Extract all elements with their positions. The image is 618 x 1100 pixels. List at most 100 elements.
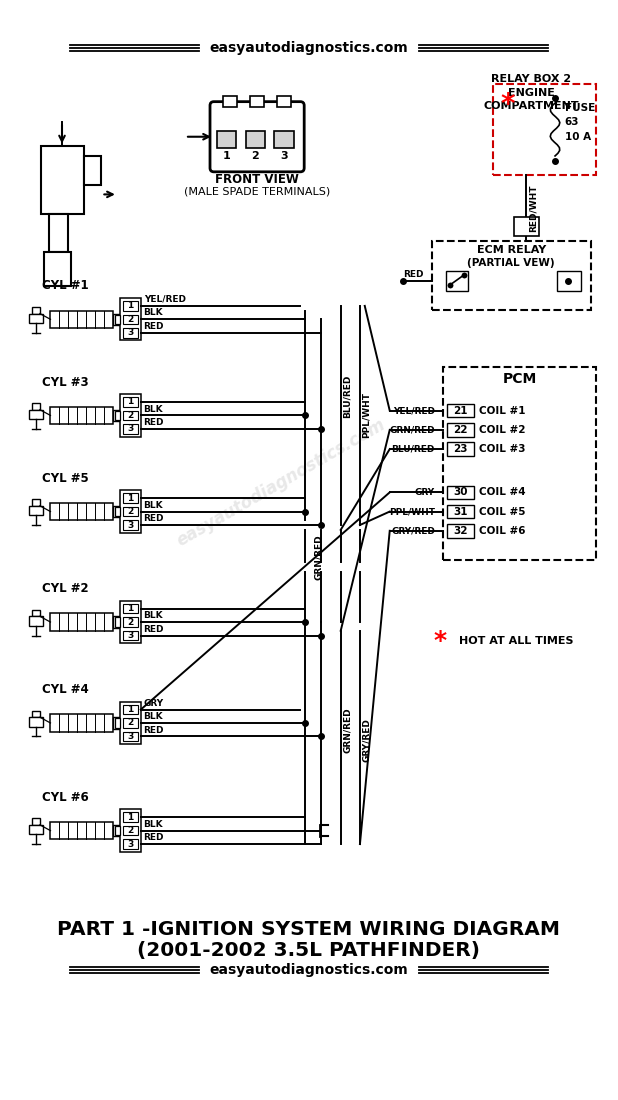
Text: RED: RED: [143, 514, 163, 524]
Bar: [29, 314, 43, 323]
Text: 32: 32: [454, 526, 468, 536]
Text: 3: 3: [127, 839, 133, 848]
Text: 3: 3: [280, 151, 288, 161]
Bar: [447, 424, 474, 437]
Bar: [274, 131, 294, 149]
Text: BLK: BLK: [143, 820, 163, 828]
Text: GRN/RED: GRN/RED: [315, 535, 323, 580]
Text: 2: 2: [127, 411, 133, 420]
Text: GRN/RED: GRN/RED: [342, 708, 352, 754]
Bar: [442, 367, 596, 560]
Text: 22: 22: [454, 425, 468, 435]
Text: COIL #5: COIL #5: [479, 507, 526, 517]
Bar: [32, 609, 40, 616]
Text: easyautodiagnostics.com: easyautodiagnostics.com: [174, 416, 389, 550]
Text: RED: RED: [143, 322, 163, 331]
Bar: [51, 714, 113, 732]
Bar: [245, 131, 265, 149]
Bar: [122, 507, 138, 516]
Text: 3: 3: [127, 425, 133, 433]
Text: ECM RELAY: ECM RELAY: [476, 245, 546, 255]
Text: COMPARTMENT: COMPARTMENT: [483, 101, 579, 111]
Bar: [113, 717, 120, 729]
Text: 1: 1: [222, 151, 231, 161]
Bar: [120, 298, 141, 341]
Bar: [122, 813, 138, 822]
Bar: [122, 315, 138, 324]
Bar: [29, 506, 43, 516]
Text: RED/WHT: RED/WHT: [529, 184, 538, 232]
Text: COIL #2: COIL #2: [479, 425, 526, 435]
Bar: [120, 394, 141, 437]
Bar: [32, 403, 40, 409]
Text: 3: 3: [127, 328, 133, 338]
Text: BLK: BLK: [143, 712, 163, 722]
Text: 31: 31: [454, 507, 468, 517]
Text: (PARTIAL VEW): (PARTIAL VEW): [467, 257, 555, 267]
Text: PPL/WHT: PPL/WHT: [362, 393, 371, 439]
Bar: [120, 491, 141, 532]
Text: YEL/RED: YEL/RED: [144, 295, 185, 304]
Bar: [29, 717, 43, 727]
Text: 1: 1: [127, 813, 133, 822]
Bar: [32, 499, 40, 506]
Bar: [51, 310, 113, 328]
Text: RED: RED: [143, 726, 163, 735]
Bar: [32, 818, 40, 825]
Bar: [115, 315, 120, 324]
Bar: [84, 156, 101, 185]
Bar: [29, 409, 43, 419]
Text: (2001-2002 3.5L PATHFINDER): (2001-2002 3.5L PATHFINDER): [137, 942, 481, 960]
Text: YEL/RED: YEL/RED: [393, 406, 435, 415]
Text: CYL #3: CYL #3: [41, 375, 88, 388]
Text: 30: 30: [454, 487, 468, 497]
Bar: [115, 826, 120, 835]
Text: CYL #5: CYL #5: [41, 472, 88, 485]
Text: HOT AT ALL TIMES: HOT AT ALL TIMES: [459, 636, 574, 647]
Text: GRN/RED: GRN/RED: [389, 426, 435, 434]
Bar: [557, 272, 581, 290]
Text: 1: 1: [127, 494, 133, 503]
Bar: [432, 241, 591, 310]
Text: BLK: BLK: [143, 405, 163, 414]
Text: (MALE SPADE TERMINALS): (MALE SPADE TERMINALS): [184, 187, 330, 197]
Text: 1: 1: [127, 604, 133, 613]
Text: COIL #1: COIL #1: [479, 406, 526, 416]
Bar: [115, 410, 120, 420]
Bar: [122, 425, 138, 433]
Bar: [514, 217, 539, 235]
Bar: [447, 404, 474, 417]
Text: easyautodiagnostics.com: easyautodiagnostics.com: [210, 962, 408, 977]
Bar: [113, 825, 120, 836]
Bar: [41, 146, 84, 213]
Bar: [122, 493, 138, 503]
Text: 2: 2: [127, 718, 133, 727]
Bar: [51, 407, 113, 425]
Text: CYL #2: CYL #2: [41, 582, 88, 595]
Bar: [217, 131, 236, 149]
Bar: [122, 604, 138, 614]
Text: FUSE: FUSE: [565, 103, 595, 113]
Bar: [120, 810, 141, 851]
Text: 23: 23: [454, 444, 468, 454]
Text: RED: RED: [143, 833, 163, 843]
Text: PART 1 -IGNITION SYSTEM WIRING DIAGRAM: PART 1 -IGNITION SYSTEM WIRING DIAGRAM: [57, 920, 561, 939]
Bar: [447, 442, 474, 455]
Text: 1: 1: [127, 397, 133, 407]
Text: BLU/RED: BLU/RED: [342, 374, 352, 418]
Text: 2: 2: [127, 617, 133, 627]
Bar: [115, 507, 120, 516]
Bar: [277, 96, 290, 108]
Text: 63: 63: [565, 118, 579, 128]
Text: PCM: PCM: [502, 372, 536, 386]
Text: GRY/RED: GRY/RED: [362, 718, 371, 762]
Text: CYL #4: CYL #4: [41, 683, 88, 696]
Bar: [113, 616, 120, 628]
Text: FRONT VIEW: FRONT VIEW: [215, 173, 299, 186]
Text: 2: 2: [127, 507, 133, 516]
Bar: [29, 825, 43, 835]
Text: *: *: [433, 629, 446, 653]
Bar: [122, 520, 138, 530]
Bar: [32, 307, 40, 314]
Text: COIL #6: COIL #6: [479, 526, 526, 536]
